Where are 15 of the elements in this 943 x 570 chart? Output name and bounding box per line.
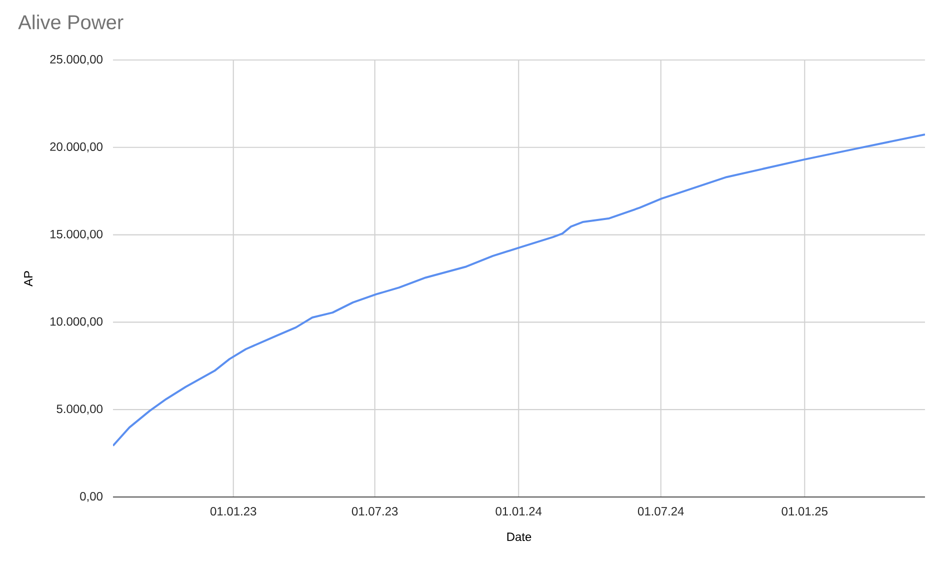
y-tick-label: 20.000,00 bbox=[50, 142, 102, 152]
x-tick-label: 01.07.24 bbox=[638, 507, 684, 516]
chart-title: Alive Power bbox=[18, 14, 124, 30]
line-series bbox=[113, 133, 925, 447]
x-tick-label: 01.01.24 bbox=[496, 507, 542, 516]
x-tick-label: 01.07.23 bbox=[352, 507, 398, 516]
x-tick-label: 01.01.23 bbox=[210, 507, 256, 516]
y-axis-title: AP bbox=[24, 271, 32, 286]
y-tick-label: 15.000,00 bbox=[50, 230, 102, 240]
y-tick-label: 10.000,00 bbox=[50, 317, 102, 328]
y-tick-label: 25.000,00 bbox=[50, 55, 102, 65]
y-tick-label: 0,00 bbox=[80, 492, 102, 502]
x-tick-label: 01.01.25 bbox=[782, 507, 828, 516]
y-tick-label: 5.000,00 bbox=[56, 404, 102, 415]
x-axis-title: Date bbox=[507, 532, 532, 542]
